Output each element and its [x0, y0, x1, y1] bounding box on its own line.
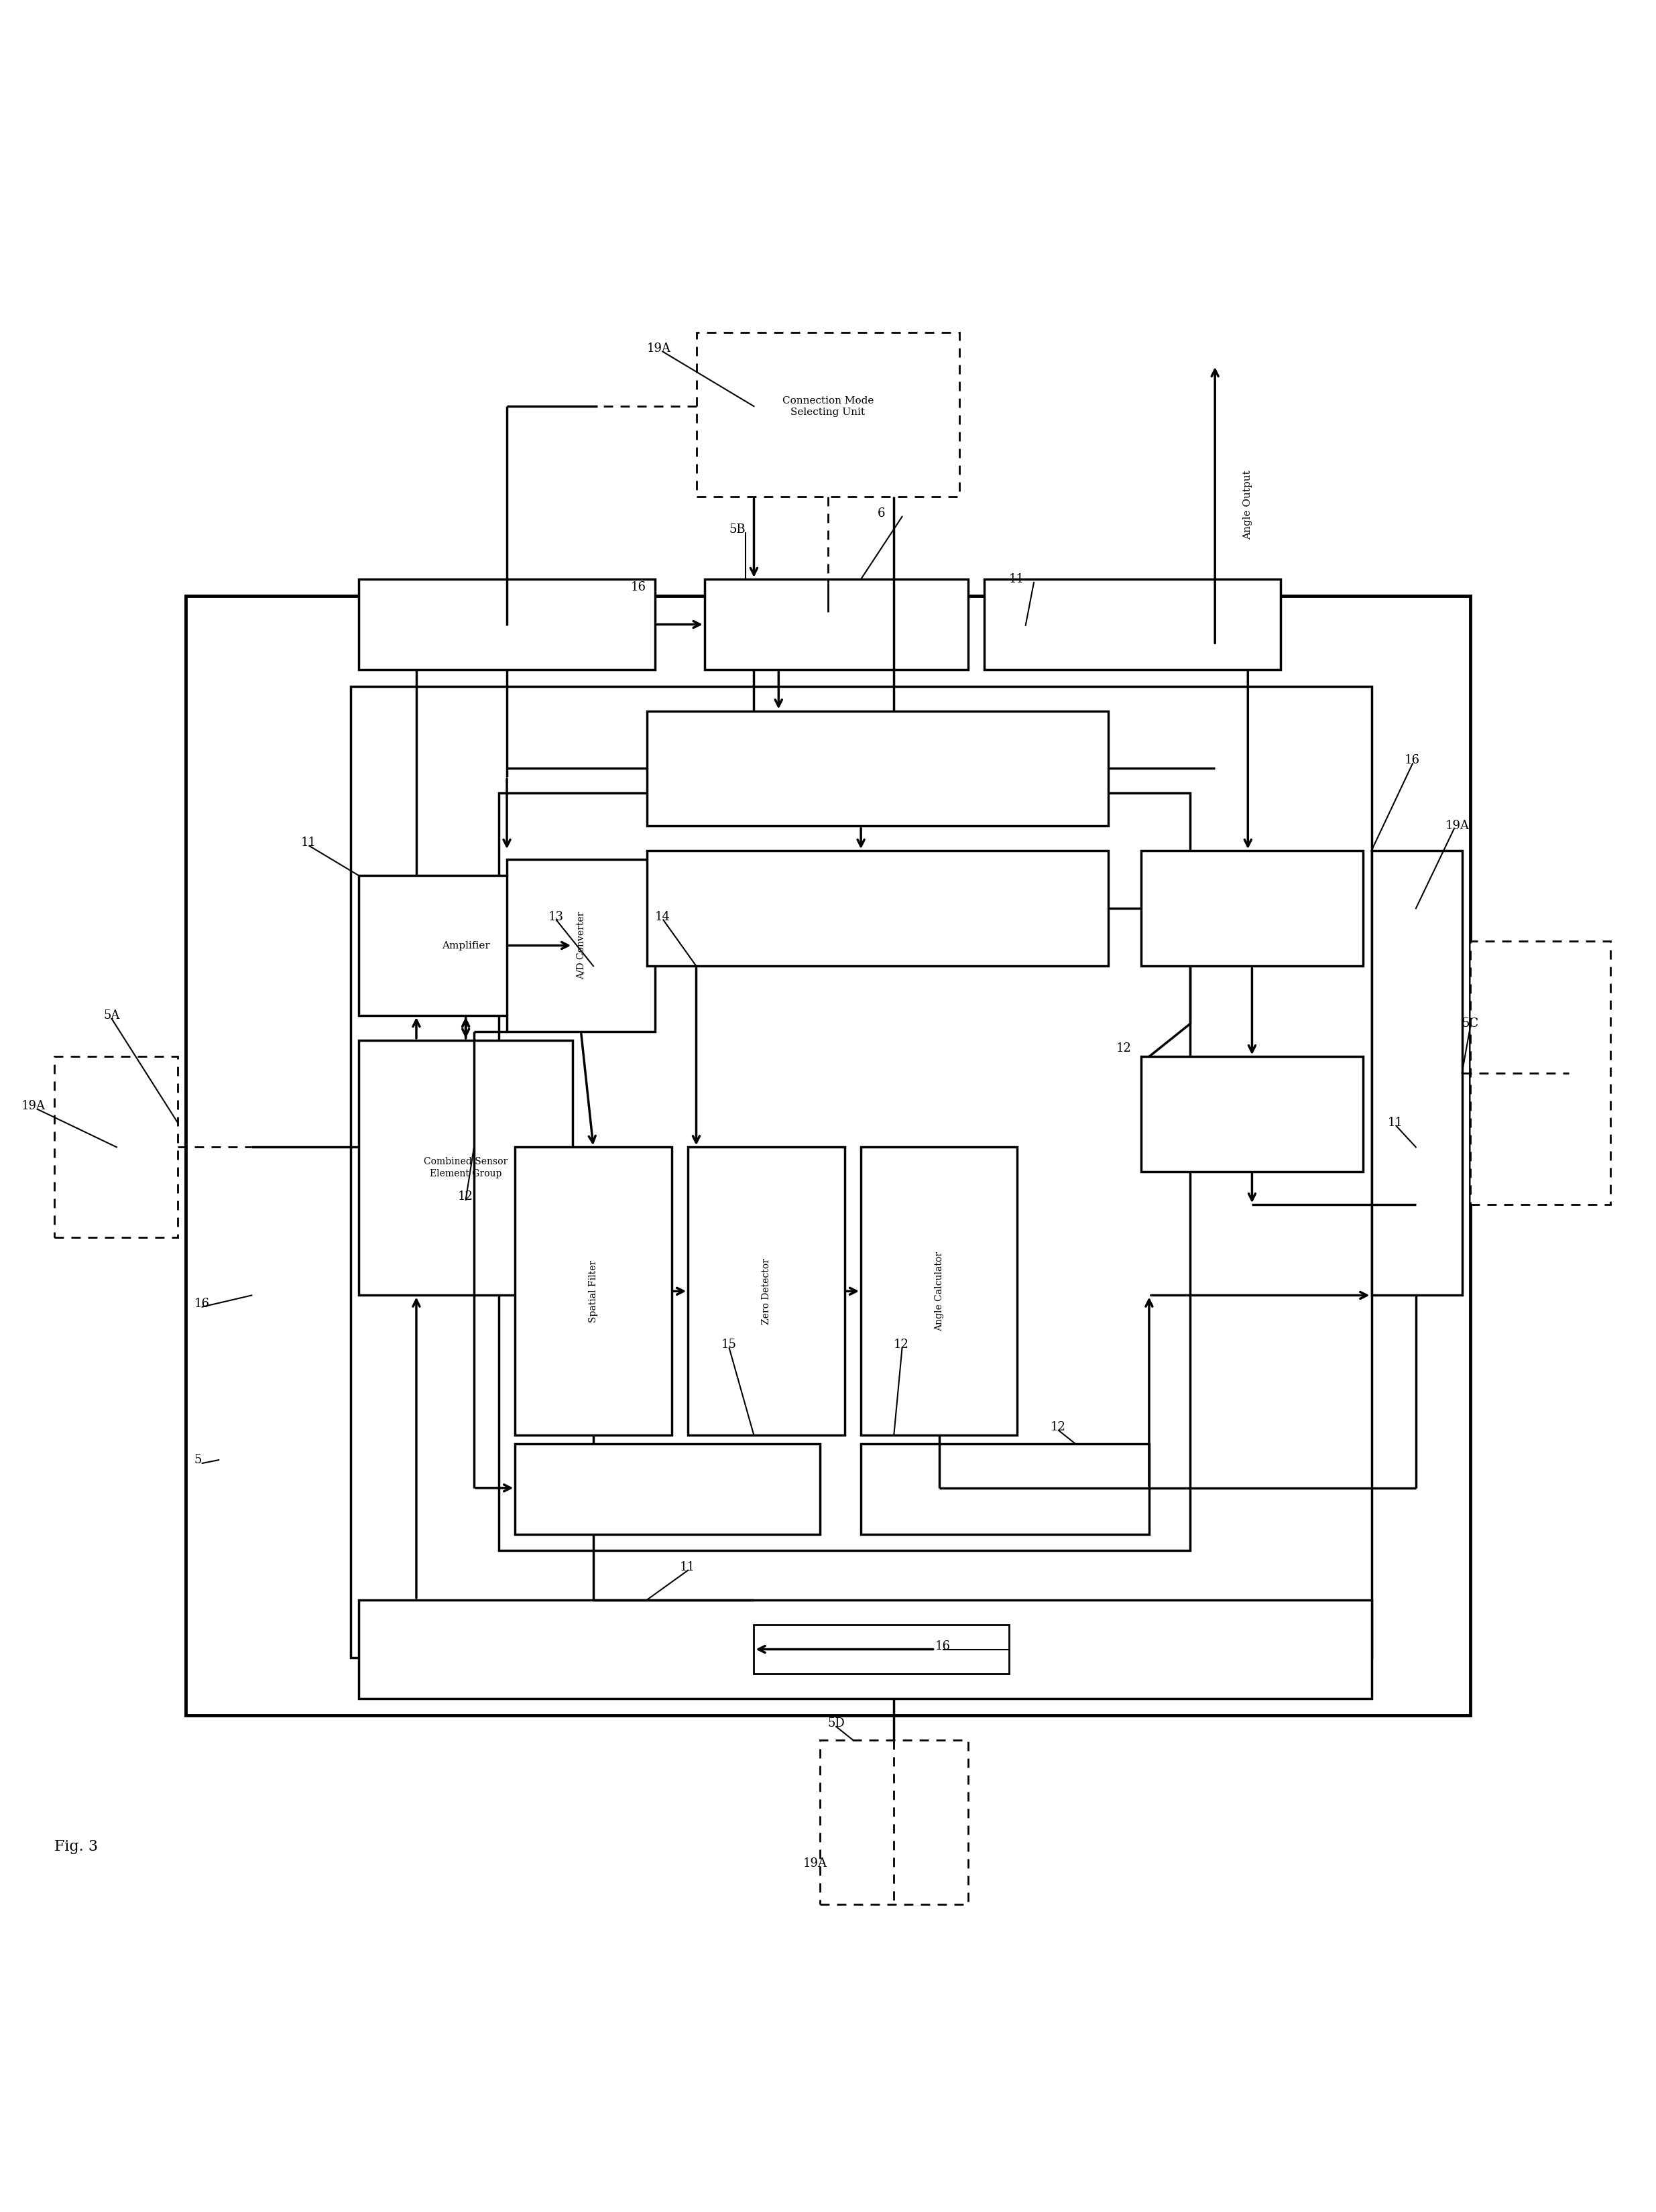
Text: Zero Detector: Zero Detector	[762, 1259, 772, 1325]
Bar	[359, 876, 573, 1015]
Bar	[704, 580, 969, 670]
Bar	[1471, 942, 1610, 1206]
Bar	[647, 852, 1108, 967]
Text: 19A: 19A	[22, 1099, 45, 1113]
Text: 16: 16	[1404, 754, 1419, 765]
Text: 16: 16	[631, 582, 646, 593]
Text: Amplifier: Amplifier	[442, 940, 490, 951]
Text: 5C: 5C	[1462, 1018, 1479, 1031]
Bar	[820, 1741, 969, 1905]
Text: Fig. 3: Fig. 3	[55, 1840, 98, 1854]
Bar	[515, 1148, 672, 1436]
Bar	[687, 1148, 845, 1436]
Bar	[861, 1444, 1149, 1535]
Bar	[55, 1057, 177, 1239]
Text: 19A: 19A	[803, 1858, 828, 1869]
Text: A/D Converter: A/D Converter	[576, 911, 586, 980]
Text: 16: 16	[194, 1298, 209, 1310]
Bar	[647, 710, 1108, 825]
Bar	[185, 595, 1471, 1714]
Bar	[351, 686, 1371, 1657]
Text: 12: 12	[457, 1190, 474, 1203]
Text: Combined Sensor
Element Group: Combined Sensor Element Group	[424, 1157, 508, 1179]
Text: Connection Mode
Selecting Unit: Connection Mode Selecting Unit	[782, 396, 874, 416]
Text: Angle Calculator: Angle Calculator	[934, 1252, 944, 1332]
Text: 14: 14	[656, 911, 671, 922]
Text: 6: 6	[878, 507, 884, 520]
Text: 5D: 5D	[828, 1717, 845, 1730]
Text: 19A: 19A	[647, 343, 671, 354]
Text: 5: 5	[194, 1453, 202, 1467]
Bar	[515, 1444, 820, 1535]
Text: 5B: 5B	[729, 524, 745, 535]
Bar	[753, 1624, 1009, 1674]
Text: 11: 11	[1009, 573, 1025, 586]
Text: 11: 11	[301, 836, 316, 849]
Bar	[984, 580, 1280, 670]
Bar	[1141, 1057, 1363, 1172]
Text: 12: 12	[1116, 1042, 1131, 1055]
Text: 11: 11	[1388, 1117, 1403, 1128]
Text: 11: 11	[681, 1562, 696, 1573]
Bar	[1371, 852, 1462, 1296]
Text: 19A: 19A	[1446, 821, 1469, 832]
Text: 5A: 5A	[103, 1009, 119, 1022]
Bar	[359, 1599, 1371, 1699]
Text: 12: 12	[1050, 1420, 1066, 1433]
Bar	[696, 332, 960, 498]
Bar	[359, 580, 656, 670]
Text: 12: 12	[894, 1338, 909, 1352]
Text: 13: 13	[548, 911, 563, 922]
Text: 15: 15	[720, 1338, 737, 1352]
Bar	[507, 858, 656, 1033]
Bar	[861, 1148, 1017, 1436]
Bar	[359, 1040, 573, 1296]
Text: 16: 16	[936, 1639, 951, 1652]
Text: Spatial Filter: Spatial Filter	[588, 1261, 598, 1323]
Text: Angle Output: Angle Output	[1244, 471, 1252, 540]
Bar	[1141, 852, 1363, 967]
Bar	[498, 794, 1191, 1551]
